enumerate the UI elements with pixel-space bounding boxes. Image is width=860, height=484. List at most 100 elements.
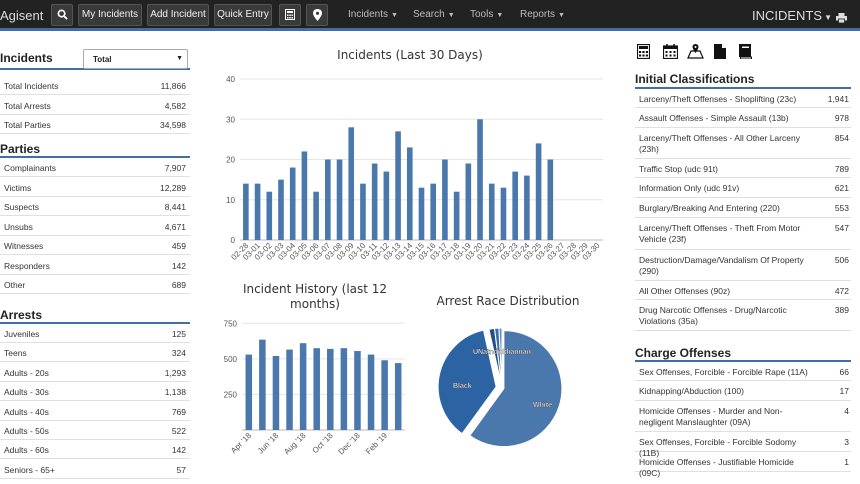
map-icon[interactable]: [687, 44, 704, 64]
calculator-button[interactable]: [279, 4, 301, 26]
classification-row[interactable]: Kidnapping/Abduction (100) 17: [635, 381, 851, 401]
classification-row[interactable]: Larceny/Theft Offenses - All Other Larce…: [635, 128, 851, 159]
stat-label: Adults - 40s: [4, 406, 49, 417]
stat-row[interactable]: Other 689: [0, 275, 190, 294]
x-tick-label: Jun '18: [256, 431, 281, 456]
stat-row[interactable]: Total Parties 34,598: [0, 115, 190, 134]
incident-history-chart: 250 500 750 Apr '18 Jun '18 Aug '18 Oct '18 Dec…: [224, 319, 405, 457]
menu-search[interactable]: Search ▼: [413, 9, 455, 20]
bar: [371, 163, 378, 240]
book-icon[interactable]: [739, 44, 752, 64]
x-tick-label: Aug '18: [282, 431, 308, 457]
stat-row[interactable]: Total Arrests 4,582: [0, 96, 190, 115]
document-icon[interactable]: [714, 44, 726, 64]
classification-row[interactable]: Burglary/Breaking And Entering (220) 553: [635, 198, 851, 218]
classification-row[interactable]: Traffic Stop (udc 91t) 789: [635, 159, 851, 178]
my-incidents-button[interactable]: My Incidents: [78, 4, 142, 26]
stat-row[interactable]: Teens 324: [0, 343, 190, 363]
stat-row[interactable]: Adults - 30s 1,138: [0, 382, 190, 402]
stat-label: Other: [4, 280, 26, 290]
stat-value: 142: [171, 445, 186, 456]
classification-row[interactable]: Homicide Offenses - Murder and Non-negli…: [635, 401, 851, 432]
stat-value: 57: [176, 464, 186, 475]
classification-row[interactable]: Larceny/Theft Offenses - Theft From Moto…: [635, 218, 851, 250]
stat-label: Unsubs: [4, 221, 33, 232]
search-button[interactable]: [51, 4, 73, 26]
bar: [286, 349, 293, 430]
incidents-title-text: Incidents: [0, 51, 53, 65]
stat-label: Seniors - 65+: [4, 464, 55, 475]
stat-row[interactable]: Juveniles 125: [0, 324, 190, 343]
bar: [299, 343, 307, 430]
classification-count: 1,941: [827, 94, 849, 104]
stat-label: Adults - 60s: [4, 445, 49, 456]
pie-slice-label: Black: [453, 383, 472, 390]
stat-row[interactable]: Responders 142: [0, 256, 190, 275]
stat-row[interactable]: Unsubs 4,671: [0, 217, 190, 236]
pie-slice: [469, 330, 563, 448]
classification-count: 17: [839, 386, 849, 396]
x-tick-label: Apr '18: [229, 431, 254, 456]
classification-label: Larceny/Theft Offenses - Shoplifting (23…: [639, 94, 797, 104]
caret-down-icon: ▼: [176, 55, 183, 62]
stat-row[interactable]: Witnesses 459: [0, 236, 190, 255]
bar: [406, 147, 413, 240]
menu-reports[interactable]: Reports ▼: [520, 9, 565, 20]
stat-label: Total Parties: [4, 120, 51, 130]
stat-row[interactable]: Adults - 50s 522: [0, 421, 190, 440]
y-tick-label: 750: [224, 319, 238, 328]
classification-row[interactable]: Information Only (udc 91v) 621: [635, 178, 851, 198]
classification-row[interactable]: Drug Narcotic Offenses - Drug/Narcotic V…: [635, 300, 851, 331]
stat-value: 522: [171, 426, 186, 436]
menu-tools-label: Tools: [470, 9, 494, 20]
app-switcher[interactable]: INCIDENTS ▼: [752, 8, 832, 23]
chart-title-incident-history: Incident History (last 12 months): [242, 282, 388, 311]
stat-value: 142: [171, 260, 186, 271]
menu-incidents[interactable]: Incidents ▼: [348, 9, 398, 20]
stat-row[interactable]: Suspects 8,441: [0, 197, 190, 216]
stat-label: Responders: [4, 260, 50, 271]
stat-row[interactable]: Adults - 60s 142: [0, 440, 190, 460]
classification-row[interactable]: Destruction/Damage/Vandalism Of Property…: [635, 250, 851, 281]
bar: [360, 183, 366, 240]
y-tick-label: 250: [224, 390, 238, 399]
calculator-icon[interactable]: [636, 43, 651, 64]
stat-row[interactable]: Complainants 7,907: [0, 158, 190, 177]
stat-value: 8,441: [164, 202, 186, 212]
stat-row[interactable]: Adults - 20s 1,293: [0, 363, 190, 382]
add-incident-button[interactable]: Add Incident: [147, 4, 209, 26]
arrests-title-text: Arrests: [0, 308, 43, 322]
caret-down-icon: ▼: [824, 13, 832, 22]
classification-count: 3: [844, 437, 849, 447]
stat-row[interactable]: Victims 12,289: [0, 178, 190, 197]
incidents-total-select[interactable]: Total ▼: [83, 49, 188, 69]
brand-logo[interactable]: Agisent: [0, 8, 44, 23]
initial-classifications-title: Initial Classifications: [635, 72, 851, 89]
stat-value: 459: [171, 241, 186, 251]
stat-row[interactable]: Seniors - 65+ 57: [0, 460, 190, 479]
stat-label: Total Incidents: [4, 81, 59, 91]
calendar-icon[interactable]: [662, 44, 679, 64]
classification-count: 621: [834, 183, 849, 193]
initial-classifications-title-text: Initial Classifications: [635, 72, 755, 86]
classification-label: Larceny/Theft Offenses - Theft From Moto…: [639, 223, 801, 244]
bar: [535, 143, 542, 240]
map-marker-button[interactable]: [306, 4, 328, 26]
classification-row[interactable]: Assault Offenses - Simple Assault (13b) 9…: [635, 108, 851, 128]
print-button[interactable]: [836, 10, 847, 28]
bar: [442, 159, 448, 240]
classification-count: 506: [834, 255, 849, 265]
classification-row[interactable]: All Other Offenses (90z) 472: [635, 281, 851, 300]
classification-count: 978: [834, 113, 849, 123]
classification-row[interactable]: Sex Offenses, Forcible - Forcible Rape (…: [635, 362, 851, 381]
classification-row[interactable]: Sex Offenses, Forcible - Forcible Sodomy…: [635, 432, 851, 458]
classification-row[interactable]: Homicide Offenses - Justifiable Homicide…: [635, 452, 851, 478]
classification-label: Kidnapping/Abduction (100): [639, 386, 744, 396]
arrests-section-title: Arrests: [0, 308, 190, 324]
stat-label: Total Arrests: [4, 100, 51, 111]
stat-row[interactable]: Total Incidents 11,866: [0, 76, 190, 95]
classification-row[interactable]: Larceny/Theft Offenses - Shoplifting (23…: [635, 89, 851, 108]
stat-row[interactable]: Adults - 40s 769: [0, 402, 190, 421]
menu-tools[interactable]: Tools ▼: [470, 9, 503, 20]
quick-entry-button[interactable]: Quick Entry: [214, 4, 272, 26]
